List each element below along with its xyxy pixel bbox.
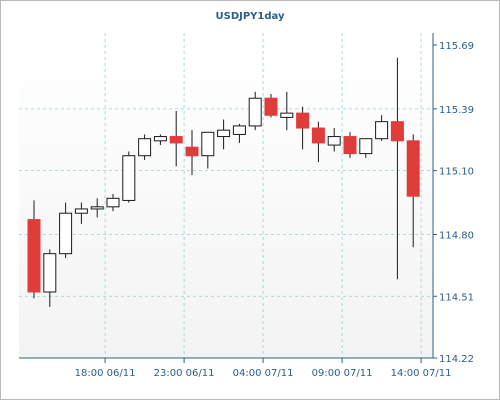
candle-body-down <box>169 136 183 144</box>
candle-body-down <box>27 219 41 293</box>
candle-body-up <box>153 136 167 142</box>
axis-layer <box>19 33 437 363</box>
candle-body-down <box>296 112 310 129</box>
x-tick-label: 14:00 07/11 <box>391 368 452 379</box>
candle-body-up <box>74 208 88 214</box>
candle-body-down <box>406 140 420 197</box>
candle-body-down <box>185 146 199 157</box>
grid-layer <box>19 33 433 358</box>
x-tick-label: 09:00 07/11 <box>312 368 373 379</box>
y-tick-label: 114.22 <box>439 354 474 365</box>
chart-title: USDJPY1day <box>215 11 285 22</box>
tick-label-layer: 114.22 114.51 114.80 115.10 115.39 115.69 18:0… <box>75 41 474 379</box>
candle-body-down <box>343 136 357 155</box>
candle-body-up <box>106 197 120 208</box>
candle-body-up <box>90 206 104 210</box>
x-tick-label: 23:00 06/11 <box>154 368 215 379</box>
y-tick-label: 115.10 <box>439 167 474 178</box>
y-tick-label: 114.51 <box>439 292 474 303</box>
y-tick-label: 114.80 <box>439 231 474 242</box>
candle-body-down <box>311 127 325 144</box>
plot-area <box>19 45 433 358</box>
x-tick-label: 04:00 07/11 <box>233 368 294 379</box>
candle-body-up <box>122 155 136 201</box>
body-layer <box>27 97 420 293</box>
y-tick-label: 115.69 <box>439 41 474 52</box>
candle-body-up <box>217 129 231 138</box>
candle-body-down <box>390 121 404 142</box>
candle-body-up <box>327 136 341 146</box>
candle-body-up <box>59 212 73 255</box>
candle-body-up <box>359 138 373 155</box>
candle-body-up <box>280 112 294 118</box>
candle-body-up <box>43 253 57 293</box>
candle-body-up <box>248 97 262 127</box>
candle-body-up <box>232 125 246 135</box>
candle-body-up <box>201 131 215 157</box>
x-tick-label: 18:00 06/11 <box>75 368 136 379</box>
candle-body-down <box>264 97 278 116</box>
candle-body-up <box>375 121 389 140</box>
candle-body-up <box>138 138 152 157</box>
y-tick-label: 115.39 <box>439 105 474 116</box>
